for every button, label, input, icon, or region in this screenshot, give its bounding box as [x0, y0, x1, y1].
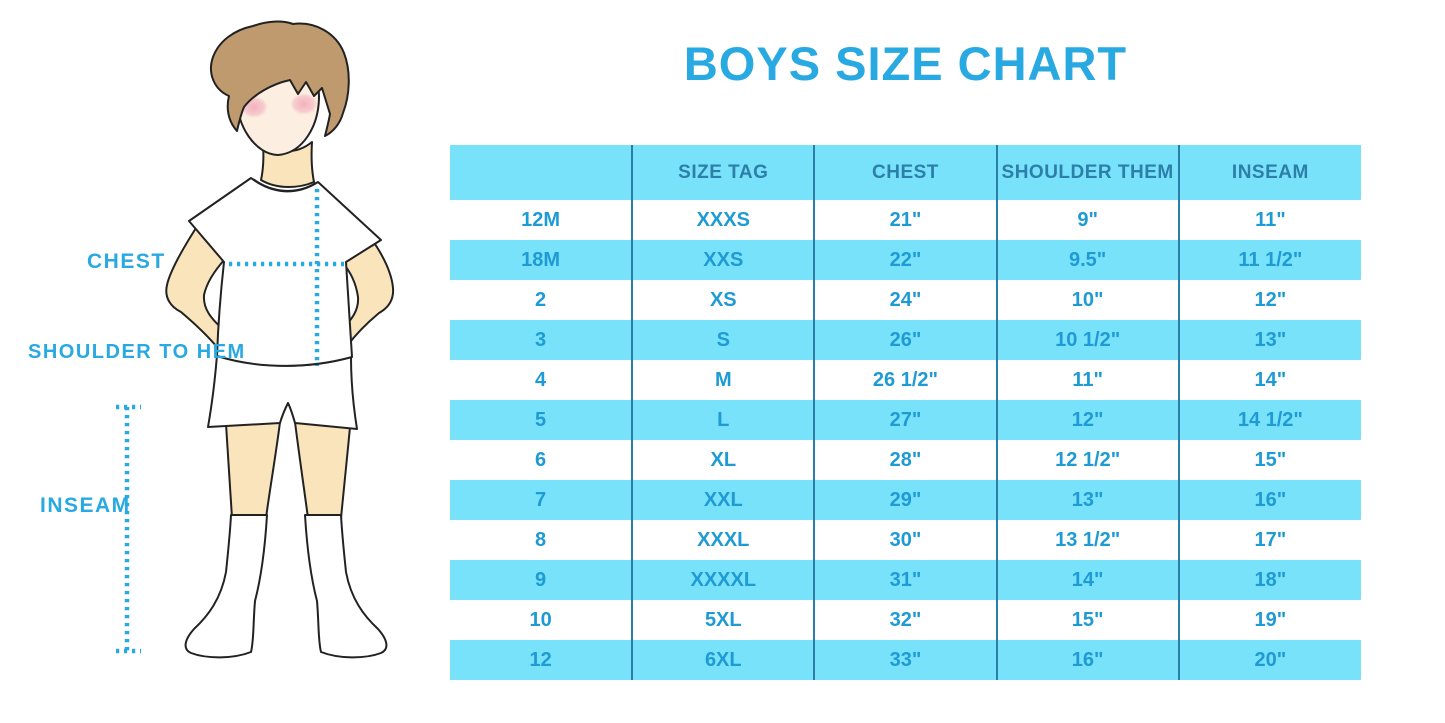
table-row: 5 L 27" 12" 14 1/2" [450, 400, 1361, 440]
table-row: 7 XXL 29" 13" 16" [450, 480, 1361, 520]
cell: 24" [813, 280, 997, 320]
table-row: 10 5XL 32" 15" 19" [450, 600, 1361, 640]
cell: 6XL [631, 640, 815, 680]
cell: 18M [521, 248, 561, 271]
chest-label: CHEST [87, 250, 166, 273]
cell: 12M [521, 208, 561, 231]
column-header-row: SIZE TAG CHEST SHOULDER THEM INSEAM [450, 145, 1361, 200]
cell: 19" [1177, 600, 1361, 640]
column-header: SHOULDER THEM [995, 145, 1179, 200]
cell: XXL [631, 480, 815, 520]
page-title: BOYS SIZE CHART [683, 37, 1128, 90]
cell: 18" [1177, 560, 1361, 600]
cell: 10" [995, 280, 1179, 320]
cell: 29" [813, 480, 997, 520]
table-row: 12M XXXS 21" 9" 11" [450, 200, 1361, 240]
table-row: 4 M 26 1/2" 11" 14" [450, 360, 1361, 400]
cell: 15" [1177, 440, 1361, 480]
cell: 2 [535, 288, 547, 311]
cell: 12 [529, 648, 552, 671]
collar [252, 178, 317, 192]
right-cheek [290, 93, 318, 115]
size-table: SIZE TAG CHEST SHOULDER THEM INSEAM 12M XXXS… [450, 145, 1361, 680]
hair [210, 20, 350, 137]
column-header [450, 145, 633, 200]
cell: 6 [535, 448, 547, 471]
column-header: CHEST [813, 145, 997, 200]
cell: 13" [995, 480, 1179, 520]
left-arm [165, 227, 226, 348]
cell: 20" [1177, 640, 1361, 680]
cell: 28" [813, 440, 997, 480]
cell: 12" [995, 400, 1179, 440]
cell: S [631, 320, 815, 360]
cell: 12" [1177, 280, 1361, 320]
cell: 8 [535, 528, 547, 551]
cell: 4 [535, 368, 547, 391]
cell: XXXXL [631, 560, 815, 600]
cell: M [631, 360, 815, 400]
cell: 5XL [631, 600, 815, 640]
left-leg [225, 421, 281, 519]
table-row: 8 XXXL 30" 13 1/2" 17" [450, 520, 1361, 560]
cell: 14 1/2" [1177, 400, 1361, 440]
cell: 22" [813, 240, 997, 280]
cell: 26" [813, 320, 997, 360]
cell: 26 1/2" [813, 360, 997, 400]
cell: XXS [631, 240, 815, 280]
cell: 16" [995, 640, 1179, 680]
cell: XL [631, 440, 815, 480]
cell: 7 [535, 488, 547, 511]
cell: 11" [1177, 200, 1361, 240]
cell: 32" [813, 600, 997, 640]
cell: 14" [995, 560, 1179, 600]
cell: 30" [813, 520, 997, 560]
table-row: 6 XL 28" 12 1/2" 15" [450, 440, 1361, 480]
table-row: 9 XXXXL 31" 14" 18" [450, 560, 1361, 600]
right-arm [339, 243, 395, 347]
cell: 12 1/2" [995, 440, 1179, 480]
cell: 16" [1177, 480, 1361, 520]
table-row: 12 6XL 33" 16" 20" [450, 640, 1361, 680]
left-sock [184, 514, 268, 659]
cell: 21" [813, 200, 997, 240]
cell: 31" [813, 560, 997, 600]
cell: XS [631, 280, 815, 320]
table-row: 3 S 26" 10 1/2" 13" [450, 320, 1361, 360]
right-leg [294, 421, 351, 519]
shoulder-to-hem-label: SHOULDER TO HEM [28, 341, 246, 363]
table-row: 18M XXS 22" 9.5" 11 1/2" [450, 240, 1361, 280]
cell: 10 [529, 608, 552, 631]
cell: 14" [1177, 360, 1361, 400]
cell: 15" [995, 600, 1179, 640]
column-header: SIZE TAG [631, 145, 815, 200]
cell: 9.5" [995, 240, 1179, 280]
cell: 11 1/2" [1177, 240, 1361, 280]
cell: 13" [1177, 320, 1361, 360]
cell: 10 1/2" [995, 320, 1179, 360]
table-row: 2 XS 24" 10" 12" [450, 280, 1361, 320]
boy-illustration [116, 20, 395, 659]
cell: 27" [813, 400, 997, 440]
cell: 13 1/2" [995, 520, 1179, 560]
cell: 3 [535, 328, 547, 351]
cell: 33" [813, 640, 997, 680]
cell: 5 [535, 408, 547, 431]
cell: XXXS [631, 200, 815, 240]
cell: 9" [995, 200, 1179, 240]
cell: 11" [995, 360, 1179, 400]
inseam-label: INSEAM [40, 494, 131, 517]
right-sock [304, 514, 388, 659]
cell: 9 [535, 568, 547, 591]
cell: L [631, 400, 815, 440]
size-table-body: 12M XXXS 21" 9" 11" 18M XXS 22" 9.5" 11 1/2" 2 XS 24… [450, 200, 1361, 680]
cell: 17" [1177, 520, 1361, 560]
cell: XXXL [631, 520, 815, 560]
column-header: INSEAM [1177, 145, 1361, 200]
